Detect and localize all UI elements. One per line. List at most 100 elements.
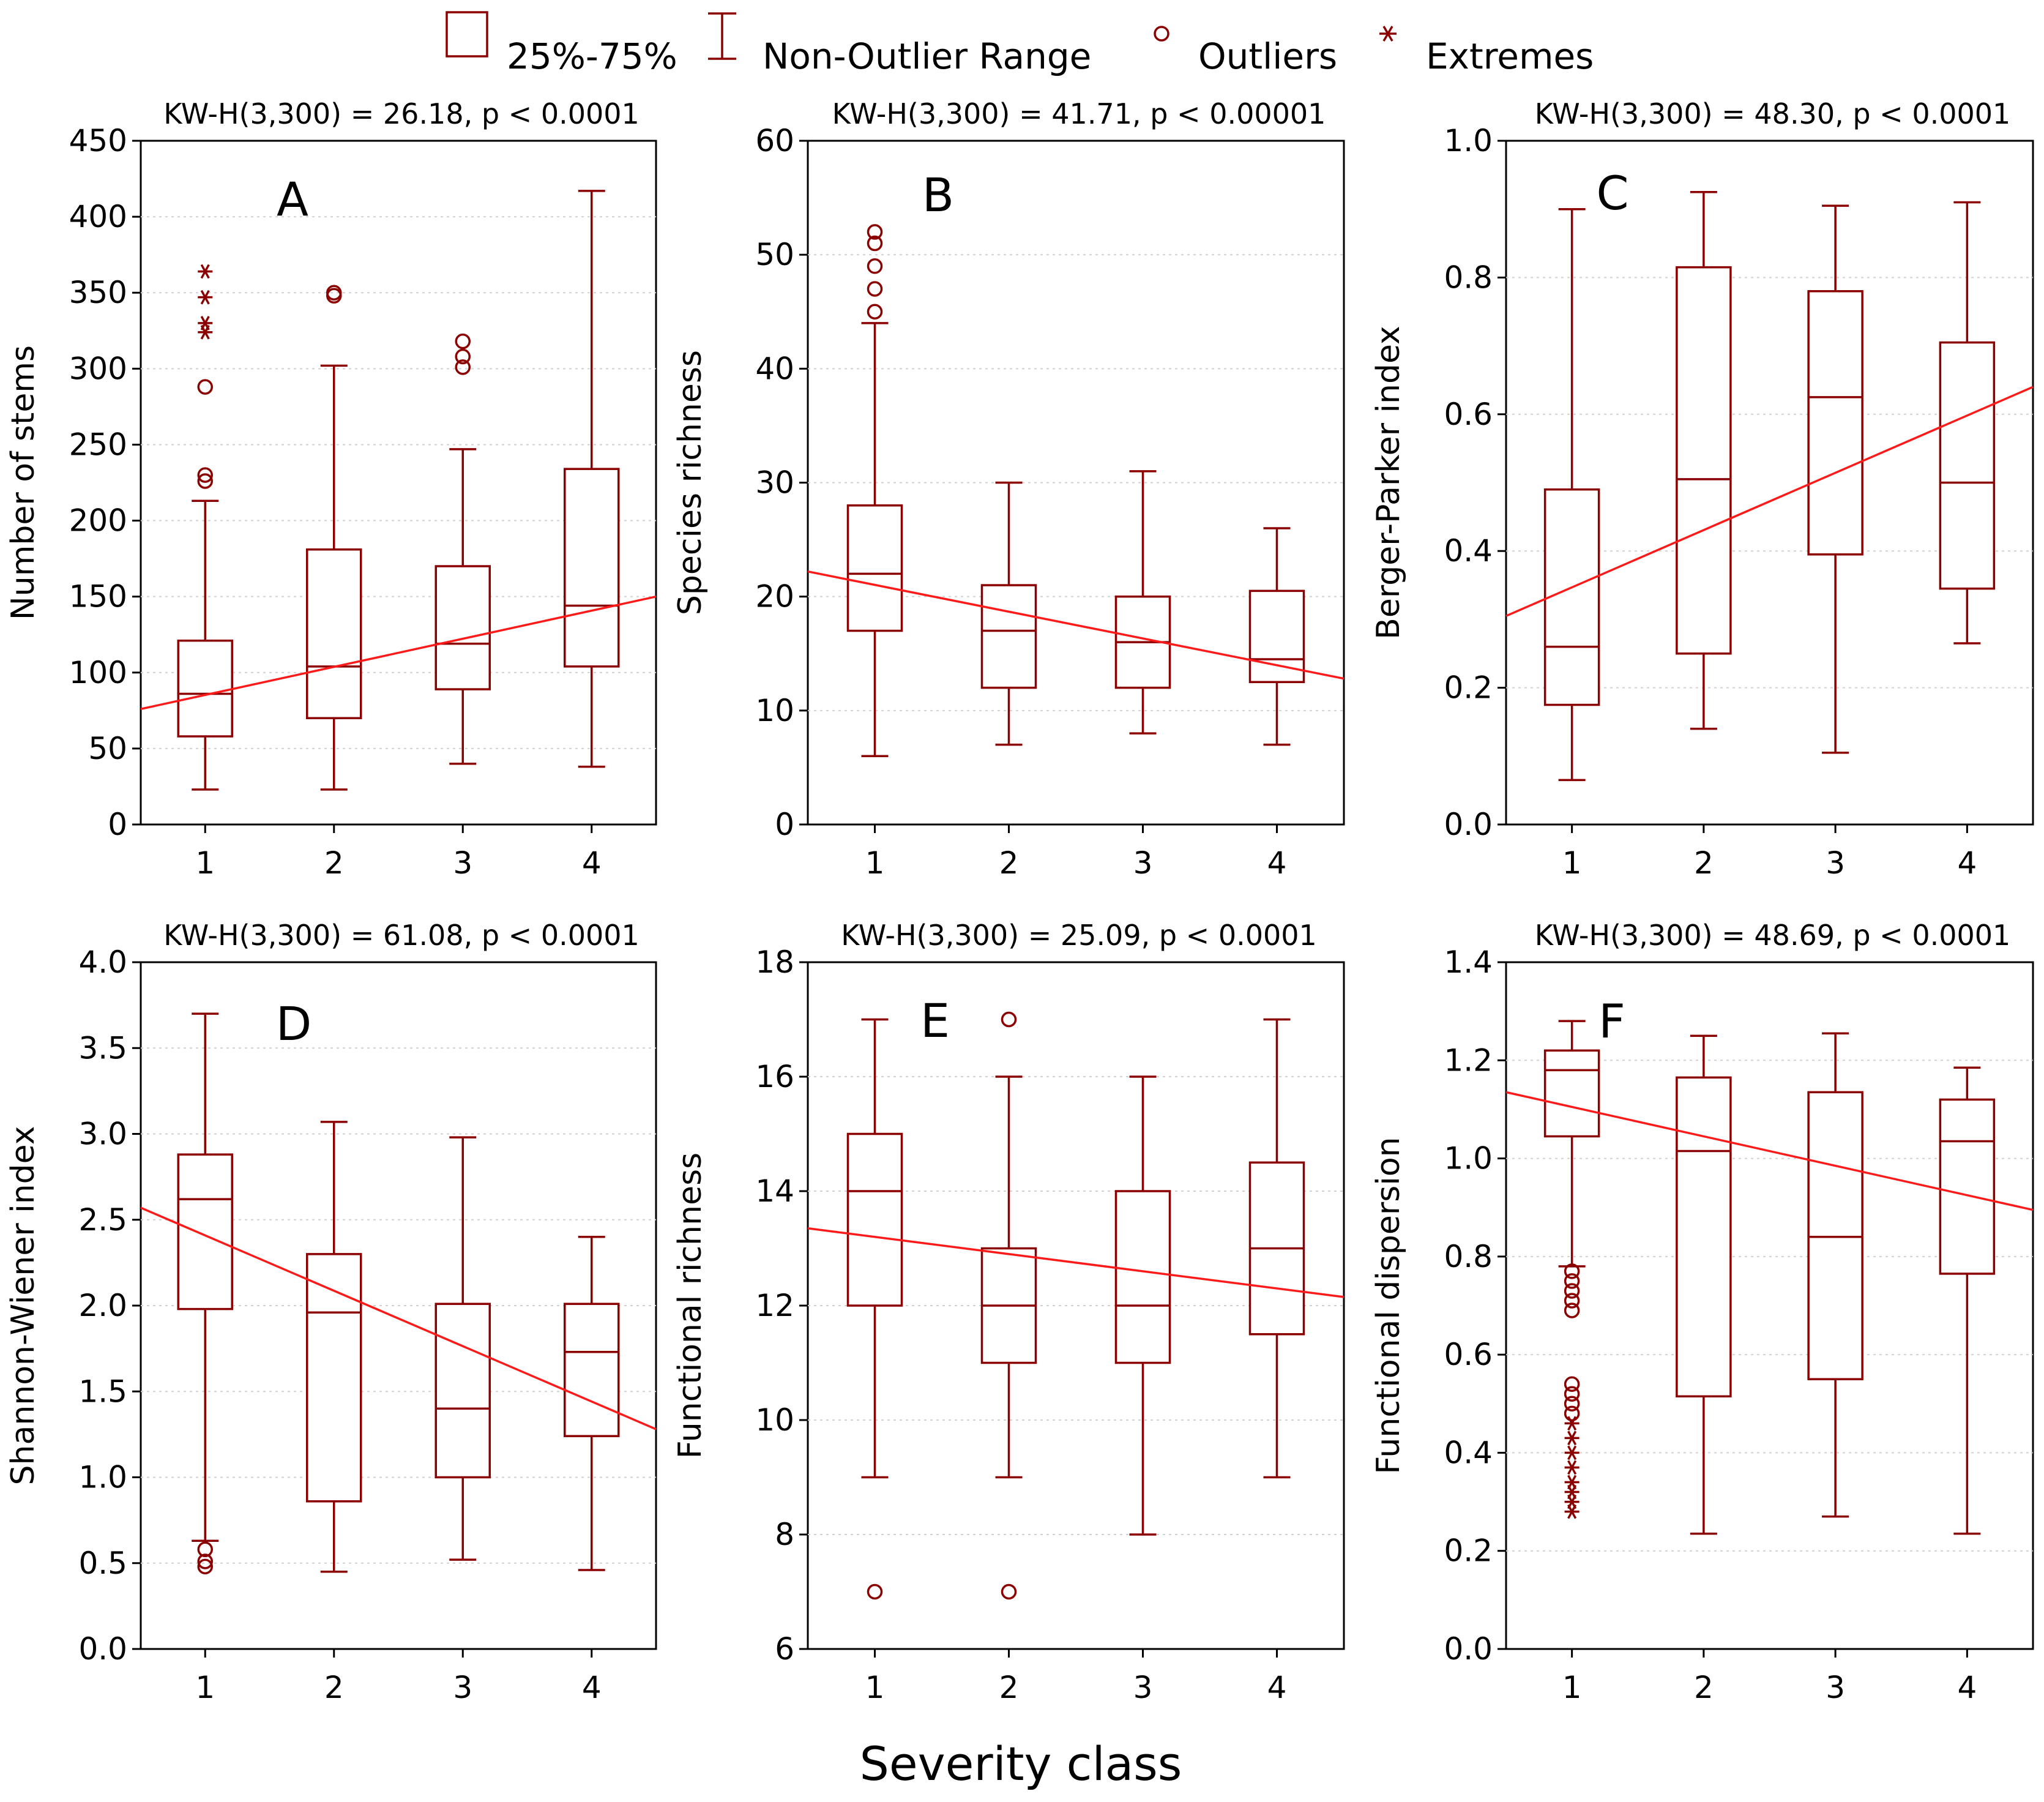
- y-tick-label: 0: [775, 807, 794, 842]
- extreme-stroke: [200, 290, 210, 305]
- outlier-point: [197, 467, 213, 483]
- extreme-stroke: [1567, 1475, 1577, 1490]
- outlier-point: [867, 235, 883, 252]
- y-tick-label: 0.6: [1444, 1337, 1493, 1372]
- y-tick-label: 250: [69, 427, 127, 462]
- trend-line: [1505, 386, 2034, 617]
- extreme-point: [1564, 1445, 1580, 1460]
- chart-panel-a: 0 50 100 150 200 250 300 350 400 450 1 2 3 4 Number of…: [5, 97, 657, 881]
- x-tick-label: 4: [1957, 1670, 1977, 1705]
- y-tick-label: 2.0: [78, 1288, 127, 1323]
- y-axis-title: Species richness: [672, 350, 709, 615]
- y-axis-title: Functional richness: [672, 1153, 709, 1459]
- x-tick-label: 4: [1957, 845, 1977, 881]
- box-iqr: [1807, 1091, 1863, 1380]
- x-tick-label: 1: [195, 845, 215, 881]
- x-tick-label: 3: [1826, 845, 1845, 881]
- box-group-3: [1114, 1075, 1171, 1536]
- trend-line: [140, 1206, 657, 1430]
- box-iqr: [1807, 290, 1863, 556]
- x-tick-label: 2: [999, 1670, 1019, 1705]
- y-tick-label: 0.0: [78, 1631, 127, 1667]
- outlier-point: [867, 1583, 883, 1600]
- panel-letter: E: [920, 993, 950, 1048]
- box-iqr: [435, 565, 491, 690]
- chart-panel-d: 0.0 0.5 1.0 1.5 2.0 2.5 3.0 3.5 4.0 1 2 3 4 Shannon-W…: [5, 919, 657, 1705]
- y-tick-label: 200: [69, 503, 127, 539]
- y-tick-label: 10: [755, 693, 794, 728]
- box-group-2: [306, 1121, 362, 1573]
- y-tick-label: 50: [755, 237, 794, 272]
- kw-statistic: KW-H(3,300) = 61.08, p < 0.0001: [163, 919, 640, 952]
- outlier-point: [1001, 1011, 1017, 1028]
- outlier-point: [1564, 1283, 1580, 1299]
- y-tick-label: 20: [755, 579, 794, 615]
- trend-line: [807, 1227, 1345, 1298]
- box-iqr: [980, 584, 1037, 689]
- box-group-4: [1248, 527, 1305, 746]
- box-group-1: [846, 1018, 903, 1600]
- extreme-point: [1564, 1475, 1580, 1490]
- legend-label-extremes: Extremes: [1426, 36, 1594, 77]
- x-tick-label: 2: [999, 845, 1019, 881]
- outlier-point: [455, 359, 471, 375]
- box-group-1: [1543, 207, 1600, 782]
- box-group-4: [1248, 1018, 1305, 1479]
- y-tick-label: 400: [69, 199, 127, 234]
- box-group-4: [564, 190, 620, 768]
- outlier-point: [867, 281, 883, 297]
- y-tick-label: 0.2: [1444, 670, 1493, 706]
- y-tick-label: 1.0: [1444, 1141, 1493, 1176]
- y-tick-label: 0.5: [78, 1546, 127, 1581]
- legend-label-whisker: Non-Outlier Range: [763, 36, 1091, 77]
- box-group-3: [435, 333, 491, 765]
- outlier-point: [867, 224, 883, 240]
- trend-line: [1505, 1091, 2034, 1211]
- x-tick-label: 2: [1694, 1670, 1714, 1705]
- extreme-point: [1564, 1416, 1580, 1431]
- y-tick-label: 450: [69, 123, 127, 159]
- outlier-point: [197, 473, 213, 489]
- box-group-3: [1807, 204, 1863, 754]
- outlier-point: [1564, 1376, 1580, 1392]
- x-tick-label: 3: [1133, 1670, 1153, 1705]
- y-tick-label: 0.4: [1444, 1435, 1493, 1470]
- legend: 25%-75% Non-Outlier Range Outliers Extre…: [446, 11, 1594, 77]
- y-tick-label: 0.0: [1444, 807, 1493, 842]
- y-tick-label: 0.6: [1444, 397, 1493, 432]
- y-tick-label: 16: [755, 1059, 794, 1094]
- extreme-stroke: [200, 264, 210, 279]
- trend-line: [807, 570, 1345, 680]
- y-tick-label: 0.8: [1444, 260, 1493, 295]
- y-tick-label: 6: [775, 1631, 794, 1667]
- box-iqr: [1676, 1076, 1732, 1398]
- whisker-icon: [708, 12, 736, 60]
- y-tick-label: 0.0: [1444, 1631, 1493, 1667]
- outlier-point: [197, 1541, 213, 1558]
- outlier-point: [1564, 1303, 1580, 1318]
- y-tick-label: 18: [755, 944, 794, 980]
- y-axis-title: Shannon-Wiener index: [5, 1126, 42, 1485]
- extreme-point: [198, 290, 213, 305]
- extreme-point: [1564, 1460, 1580, 1475]
- y-tick-label: 40: [755, 351, 794, 386]
- box-iqr: [846, 1132, 903, 1307]
- outlier-point: [1564, 1273, 1580, 1289]
- y-tick-label: 100: [69, 655, 127, 690]
- y-tick-label: 1.4: [1444, 944, 1493, 980]
- chart-panel-c: 0.0 0.2 0.4 0.6 0.8 1.0 1 2 3 4 Berger-Parker inde…: [1370, 97, 2034, 881]
- extreme-stroke: [1567, 1460, 1577, 1475]
- outlier-point: [1001, 1583, 1017, 1600]
- box-group-2: [980, 1011, 1037, 1600]
- box-iqr: [435, 1303, 491, 1479]
- x-tick-label: 4: [582, 1670, 602, 1705]
- extreme-stroke: [1567, 1430, 1577, 1446]
- y-tick-label: 8: [775, 1517, 794, 1552]
- x-tick-label: 3: [453, 845, 472, 881]
- x-tick-label: 2: [1694, 845, 1714, 881]
- y-tick-label: 0.4: [1444, 533, 1493, 569]
- box-iqr: [1939, 341, 1996, 590]
- x-tick-label: 2: [324, 845, 344, 881]
